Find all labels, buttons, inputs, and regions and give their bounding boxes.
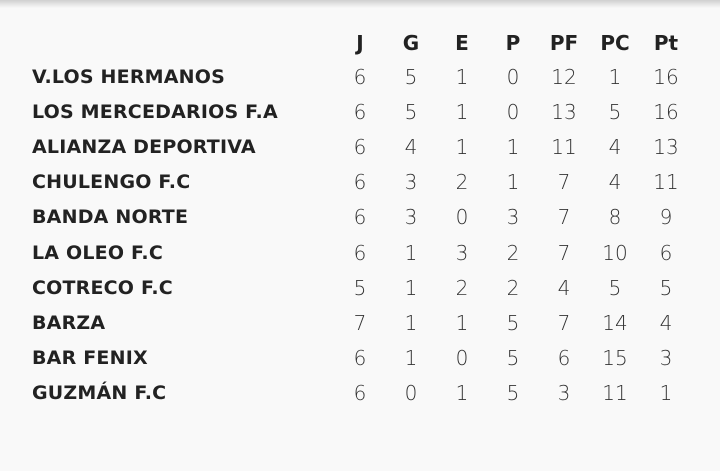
cell-played: 6 bbox=[353, 100, 367, 125]
cell-won: 1 bbox=[404, 310, 418, 335]
cell-goals-for: 13 bbox=[551, 100, 577, 125]
cell-goals-for: 4 bbox=[557, 275, 571, 300]
cell-lost: 5 bbox=[506, 310, 520, 335]
cell-lost: 0 bbox=[506, 100, 520, 125]
table-row: GUZMÁN F.C 6 0 1 5 3 11 1 bbox=[0, 376, 720, 411]
team-name: GUZMÁN F.C bbox=[32, 381, 167, 404]
cell-points: 13 bbox=[653, 135, 679, 160]
cell-drawn: 1 bbox=[455, 380, 469, 405]
column-header-lost: P bbox=[505, 31, 521, 55]
cell-points: 3 bbox=[659, 345, 673, 370]
cell-goals-for: 11 bbox=[551, 135, 577, 160]
cell-goals-for: 7 bbox=[557, 170, 571, 195]
column-header-points: Pt bbox=[653, 31, 679, 55]
cell-goals-against: 11 bbox=[602, 380, 628, 405]
team-name: ALIANZA DEPORTIVA bbox=[32, 136, 256, 159]
cell-won: 5 bbox=[404, 65, 418, 89]
cell-drawn: 0 bbox=[455, 205, 469, 230]
cell-points: 5 bbox=[659, 275, 673, 300]
column-header-won: G bbox=[402, 31, 420, 55]
cell-goals-against: 4 bbox=[608, 135, 622, 160]
cell-won: 5 bbox=[404, 100, 418, 125]
table-row: BANDA NORTE 6 3 0 3 7 8 9 bbox=[0, 200, 720, 235]
cell-won: 0 bbox=[404, 380, 418, 405]
cell-played: 5 bbox=[353, 275, 367, 300]
cell-played: 6 bbox=[353, 240, 367, 265]
cell-drawn: 2 bbox=[455, 170, 469, 195]
table-row: LOS MERCEDARIOS F.A 6 5 1 0 13 5 16 bbox=[0, 95, 720, 130]
cell-drawn: 3 bbox=[455, 240, 469, 265]
team-name: LA OLEO F.C bbox=[32, 241, 163, 264]
team-name: BAR FENIX bbox=[32, 346, 148, 369]
cell-goals-for: 7 bbox=[557, 310, 571, 335]
cell-played: 6 bbox=[353, 170, 367, 195]
column-header-goals-for: PF bbox=[549, 31, 579, 55]
cell-drawn: 2 bbox=[455, 275, 469, 300]
cell-goals-against: 8 bbox=[608, 205, 622, 230]
cell-won: 3 bbox=[404, 205, 418, 230]
cell-points: 1 bbox=[659, 380, 673, 405]
cell-goals-against: 4 bbox=[608, 170, 622, 195]
cell-lost: 2 bbox=[506, 275, 520, 300]
table-row: CHULENGO F.C 6 3 2 1 7 4 11 bbox=[0, 165, 720, 200]
cell-won: 4 bbox=[404, 135, 418, 160]
cell-drawn: 1 bbox=[455, 65, 469, 89]
cell-goals-for: 7 bbox=[557, 240, 571, 265]
cell-lost: 5 bbox=[506, 380, 520, 405]
cell-played: 6 bbox=[353, 380, 367, 405]
cell-goals-for: 12 bbox=[551, 65, 577, 89]
cell-lost: 1 bbox=[506, 170, 520, 195]
team-name: LOS MERCEDARIOS F.A bbox=[32, 101, 278, 124]
cell-goals-against: 5 bbox=[608, 275, 622, 300]
cell-played: 6 bbox=[353, 135, 367, 160]
cell-goals-against: 5 bbox=[608, 100, 622, 125]
column-header-goals-against: PC bbox=[600, 31, 630, 55]
cell-won: 1 bbox=[404, 240, 418, 265]
table-row: LA OLEO F.C 6 1 3 2 7 10 6 bbox=[0, 236, 720, 271]
cell-drawn: 1 bbox=[455, 100, 469, 125]
cell-lost: 3 bbox=[506, 205, 520, 230]
cell-points: 9 bbox=[659, 205, 673, 230]
column-header-played: J bbox=[356, 31, 364, 55]
cell-points: 16 bbox=[653, 100, 679, 125]
team-name: BARZA bbox=[32, 311, 106, 334]
cell-goals-against: 10 bbox=[602, 240, 628, 265]
table-row: V.LOS HERMANOS 6 5 1 0 12 1 16 bbox=[0, 60, 720, 95]
cell-goals-for: 7 bbox=[557, 205, 571, 230]
cell-goals-against: 15 bbox=[602, 345, 628, 370]
cell-points: 16 bbox=[653, 65, 679, 89]
cell-played: 6 bbox=[353, 65, 367, 89]
cell-goals-against: 1 bbox=[608, 65, 622, 89]
cell-lost: 5 bbox=[506, 345, 520, 370]
column-header-drawn: E bbox=[455, 31, 469, 55]
cell-drawn: 1 bbox=[455, 310, 469, 335]
cell-goals-for: 3 bbox=[557, 380, 571, 405]
team-name: BANDA NORTE bbox=[32, 206, 189, 229]
cell-won: 1 bbox=[404, 275, 418, 300]
cell-goals-against: 14 bbox=[602, 310, 628, 335]
cell-played: 6 bbox=[353, 205, 367, 230]
table-row: BAR FENIX 6 1 0 5 6 15 3 bbox=[0, 341, 720, 376]
cell-won: 1 bbox=[404, 345, 418, 370]
header-row: J G E P PF PC Pt bbox=[0, 26, 720, 61]
cell-points: 4 bbox=[659, 310, 673, 335]
cell-won: 3 bbox=[404, 170, 418, 195]
cell-lost: 0 bbox=[506, 65, 520, 89]
cell-played: 7 bbox=[353, 310, 367, 335]
team-name: CHULENGO F.C bbox=[32, 171, 191, 194]
cell-played: 6 bbox=[353, 345, 367, 370]
table-row: BARZA 7 1 1 5 7 14 4 bbox=[0, 306, 720, 341]
cell-points: 6 bbox=[659, 240, 673, 265]
team-name: V.LOS HERMANOS bbox=[32, 66, 226, 88]
table-row: COTRECO F.C 5 1 2 2 4 5 5 bbox=[0, 271, 720, 306]
cell-drawn: 0 bbox=[455, 345, 469, 370]
cell-drawn: 1 bbox=[455, 135, 469, 160]
team-name: COTRECO F.C bbox=[32, 276, 173, 299]
cell-lost: 1 bbox=[506, 135, 520, 160]
cell-lost: 2 bbox=[506, 240, 520, 265]
cell-goals-for: 6 bbox=[557, 345, 571, 370]
table-row: ALIANZA DEPORTIVA 6 4 1 1 11 4 13 bbox=[0, 130, 720, 165]
top-shadow bbox=[0, 0, 720, 8]
cell-points: 11 bbox=[653, 170, 679, 195]
